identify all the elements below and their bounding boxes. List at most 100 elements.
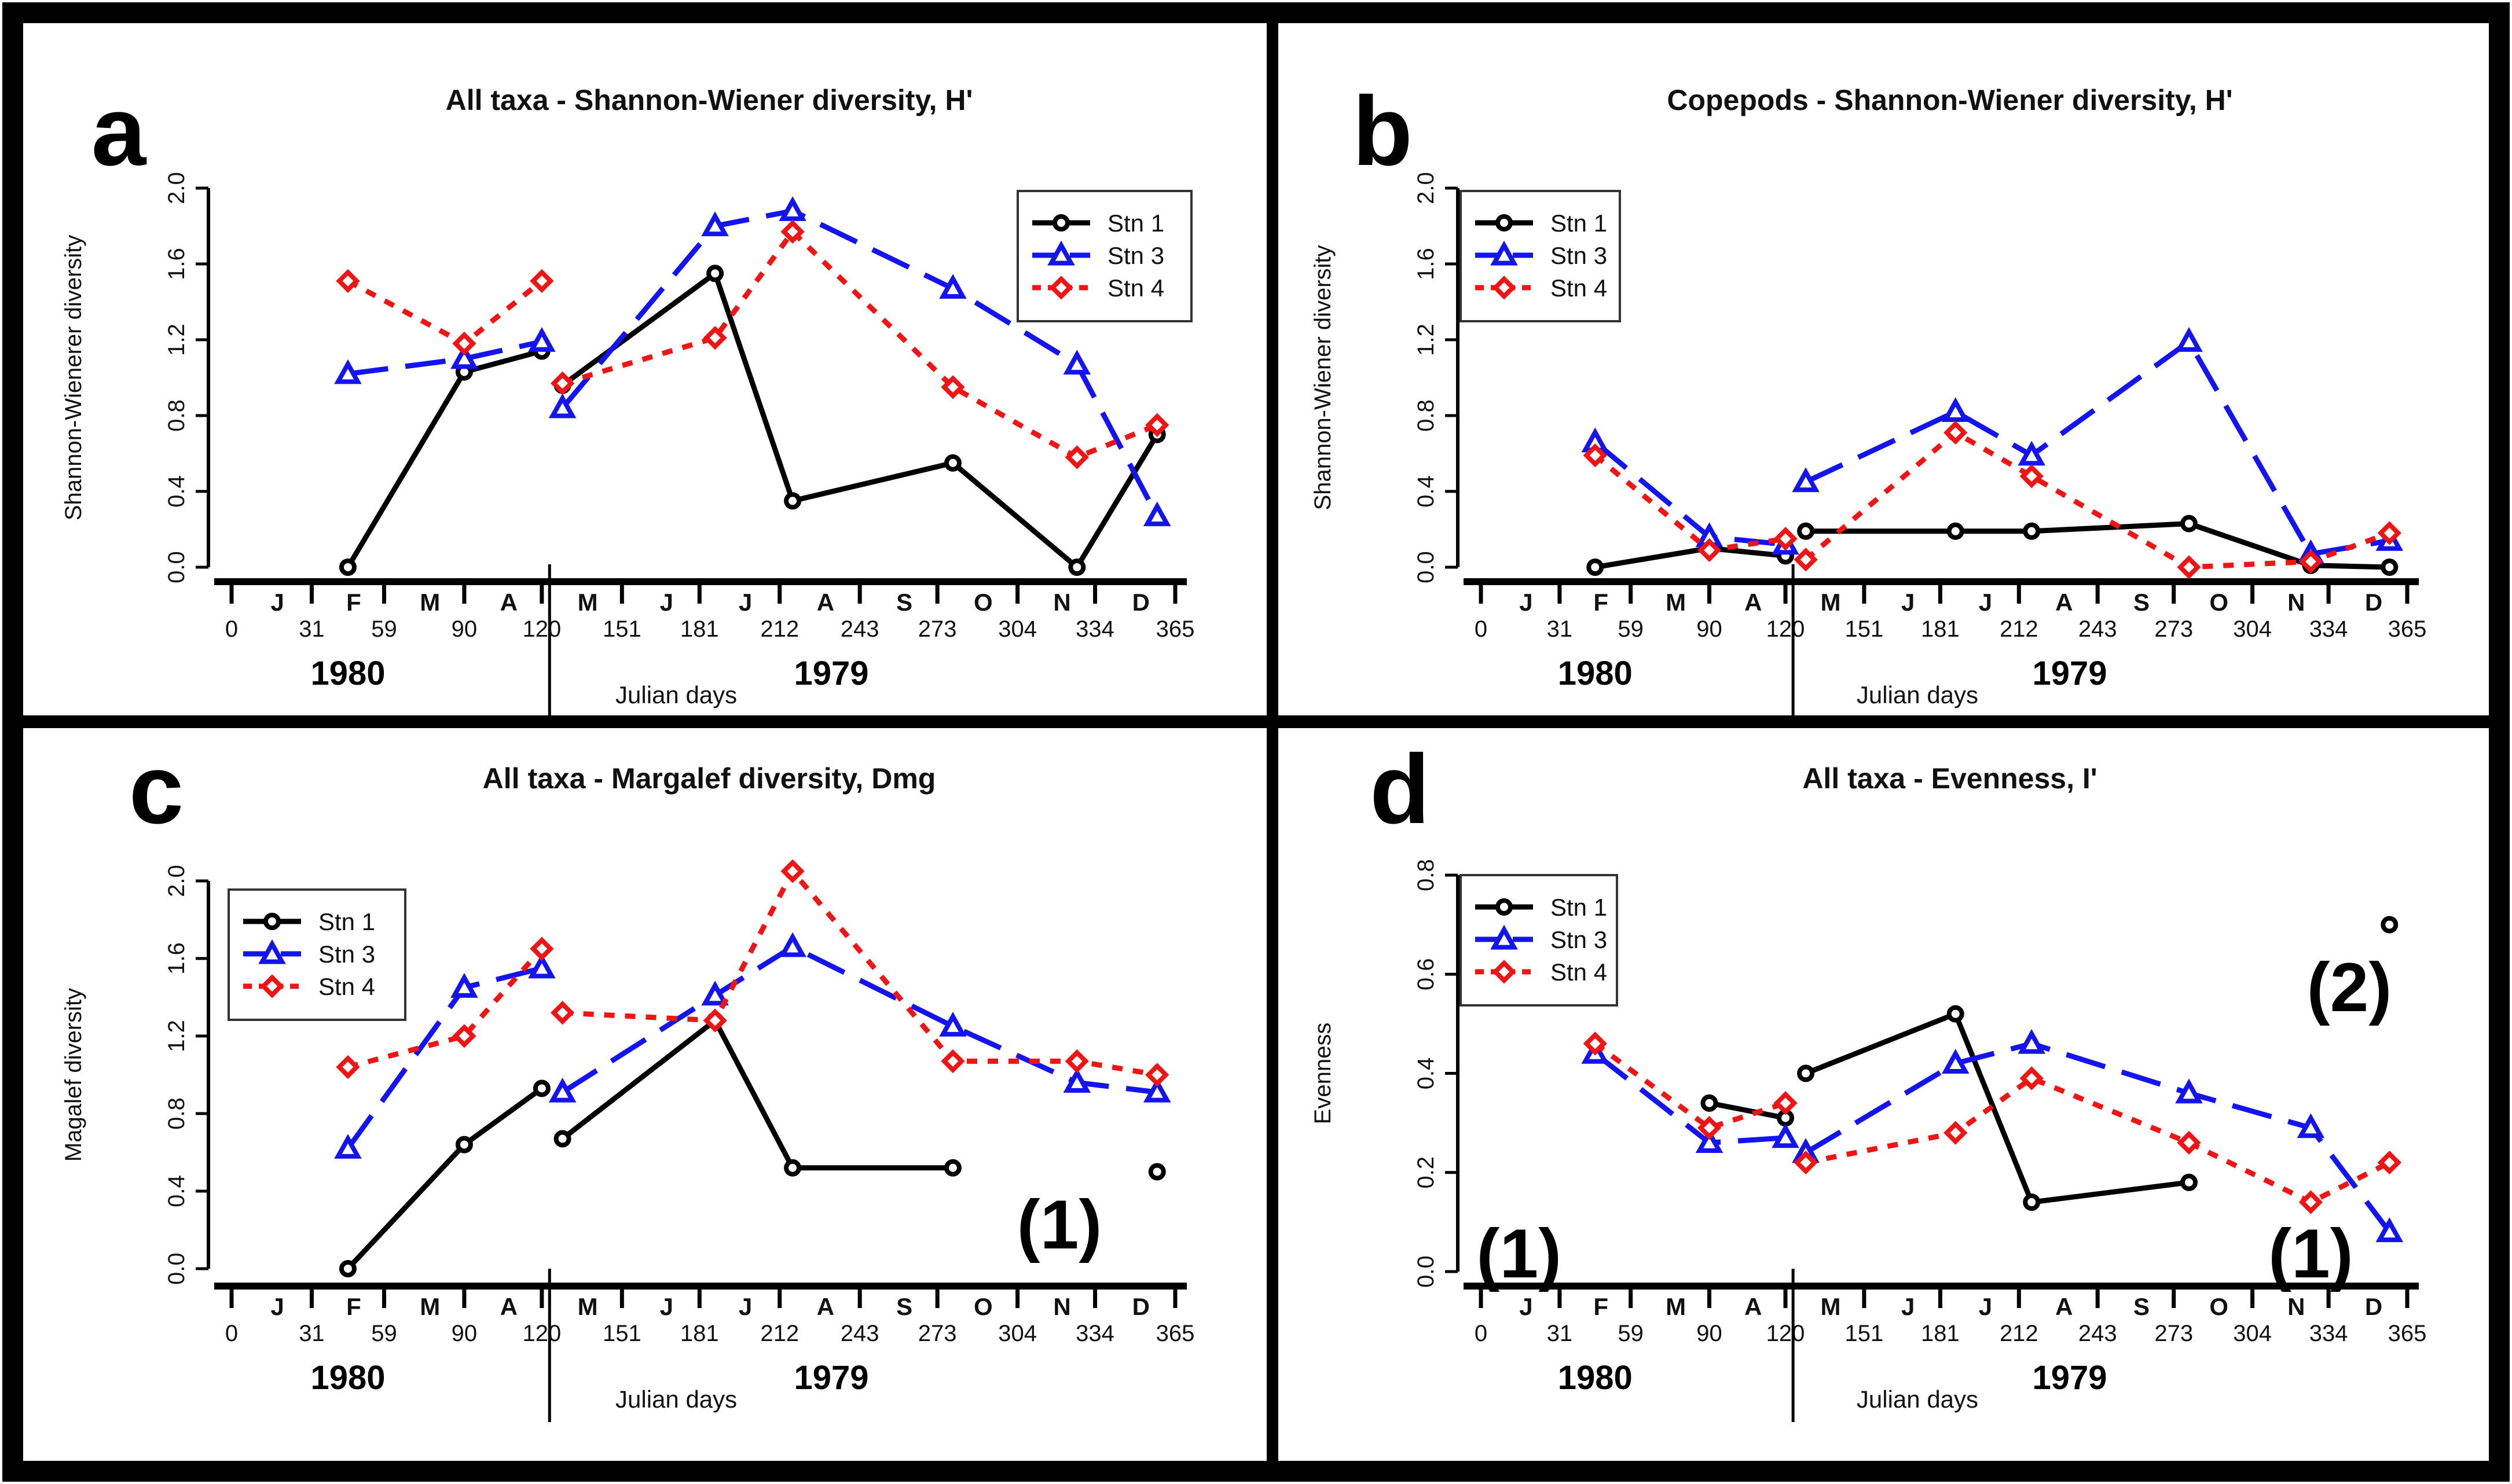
month-label: J — [271, 1293, 284, 1320]
month-label: J — [1519, 589, 1532, 616]
stn4-point — [550, 371, 575, 395]
x-tick-label: 304 — [998, 616, 1037, 642]
month-label: N — [1053, 1293, 1070, 1320]
x-tick-label: 181 — [680, 616, 719, 642]
y-tick-label: 0.0 — [1413, 551, 1439, 583]
x-tick-label: 0 — [225, 616, 238, 642]
stn4-point — [1145, 413, 1169, 438]
y-tick-label: 0.8 — [1413, 399, 1439, 432]
legend-entry: Stn 3 — [1550, 926, 1607, 953]
y-tick-label: 1.2 — [164, 324, 189, 356]
stn4-point — [1697, 1116, 1722, 1140]
x-axis-label: Julian days — [1857, 681, 1978, 708]
stn3-point — [1941, 397, 1970, 423]
series-line — [560, 208, 1160, 517]
year-label-1979: 1979 — [2032, 655, 2107, 692]
stn3-point — [450, 344, 478, 369]
stn4-point — [780, 859, 805, 883]
legend: Stn 1 Stn 3 Stn 4 — [228, 888, 406, 1021]
year-label-1980: 1980 — [310, 655, 385, 692]
y-tick-label: 1.6 — [164, 248, 189, 280]
stn1-point — [1797, 1064, 1815, 1082]
month-label: N — [1053, 589, 1070, 616]
stn4-point — [1583, 1031, 1607, 1056]
stn4-point — [530, 269, 554, 293]
panel-a: a All taxa - Shannon-Wiener diversity, H'… — [61, 76, 1194, 718]
stn1-point — [1495, 214, 1513, 232]
y-axis-label: Shannon-Wienerer diversity — [61, 235, 86, 521]
x-tick-label: 151 — [603, 616, 641, 642]
panel-letter: c — [129, 734, 184, 844]
x-axis-label: Julian days — [1857, 1386, 1978, 1413]
stn1-point — [784, 1159, 802, 1177]
stn3-point — [450, 973, 478, 998]
stn3-point — [2018, 440, 2046, 466]
x-tick-label: 365 — [1156, 1321, 1195, 1346]
x-tick-label: 243 — [2078, 616, 2117, 642]
stn1-point — [455, 1136, 473, 1154]
annotation: (1) — [2268, 1215, 2353, 1292]
x-tick-label: 243 — [2078, 1321, 2117, 1346]
x-tick-label: 31 — [299, 1321, 325, 1346]
x-tick-label: 120 — [1766, 1321, 1805, 1346]
x-tick-label: 90 — [452, 616, 478, 642]
legend-entry: Stn 1 — [318, 908, 375, 935]
x-tick-label: 151 — [1845, 616, 1884, 642]
annotation: (2) — [2307, 949, 2392, 1026]
stn3-point — [1063, 350, 1091, 375]
stn3-point — [2297, 1113, 2325, 1138]
x-tick-label: 59 — [1618, 616, 1644, 642]
month-label: J — [660, 1293, 673, 1320]
y-tick-label: 1.6 — [1413, 248, 1439, 280]
y-axis-label: Shannon-Wiener diversity — [1310, 245, 1336, 510]
legend-entry: Stn 1 — [1550, 894, 1607, 921]
stn1-point — [339, 1260, 357, 1277]
stn4-point — [1794, 548, 1818, 572]
stn1-point — [1068, 559, 1086, 576]
year-label-1980: 1980 — [1558, 655, 1633, 692]
month-label: F — [1593, 1293, 1608, 1320]
stn3-point — [701, 980, 729, 1006]
series-line — [1804, 1041, 2392, 1234]
year-label-1979: 1979 — [2032, 1359, 2107, 1397]
year-label-1979: 1979 — [794, 655, 869, 692]
series-line — [1593, 1041, 1787, 1131]
month-label: F — [346, 589, 361, 616]
stn4-point — [336, 1055, 360, 1079]
month-label: S — [896, 1293, 912, 1320]
stn1-point — [1797, 522, 1815, 540]
x-tick-label: 304 — [2233, 616, 2272, 642]
y-tick-label: 0.6 — [1413, 958, 1439, 990]
chart-title: All taxa - Shannon-Wiener diversity, H' — [446, 84, 973, 116]
series-line — [1806, 521, 2390, 570]
y-tick-label: 1.2 — [1413, 324, 1439, 356]
legend: Stn 1 Stn 3 Stn 4 — [1459, 190, 1621, 322]
month-label: A — [2055, 589, 2073, 616]
month-label: D — [1132, 1293, 1150, 1320]
y-tick-label: 0.0 — [164, 551, 189, 583]
x-tick-label: 59 — [1618, 1321, 1644, 1346]
month-label: M — [420, 589, 440, 616]
month-label: O — [974, 589, 993, 616]
stn1-point — [1495, 898, 1513, 916]
stn4-point — [1065, 445, 1089, 469]
month-label: A — [817, 589, 834, 616]
stn3-point — [548, 393, 577, 418]
y-tick-label: 0.4 — [1413, 1057, 1439, 1090]
x-tick-label: 273 — [2154, 1321, 2193, 1346]
x-tick-label: 0 — [1475, 616, 1487, 642]
month-label: M — [1820, 1293, 1840, 1320]
stn3-point — [1490, 240, 1518, 266]
stn3-point — [701, 211, 729, 237]
x-tick-label: 365 — [1156, 616, 1195, 642]
series-line — [562, 868, 1158, 1078]
stn3-point — [2175, 327, 2203, 352]
stn1-point — [1586, 559, 1604, 576]
month-label: O — [974, 1293, 993, 1320]
series-line — [1805, 1075, 2391, 1205]
chart-title: Copepods - Shannon-Wiener diversity, H' — [1667, 84, 2232, 116]
stn1-point — [553, 1130, 571, 1148]
x-tick-label: 181 — [680, 1321, 719, 1346]
